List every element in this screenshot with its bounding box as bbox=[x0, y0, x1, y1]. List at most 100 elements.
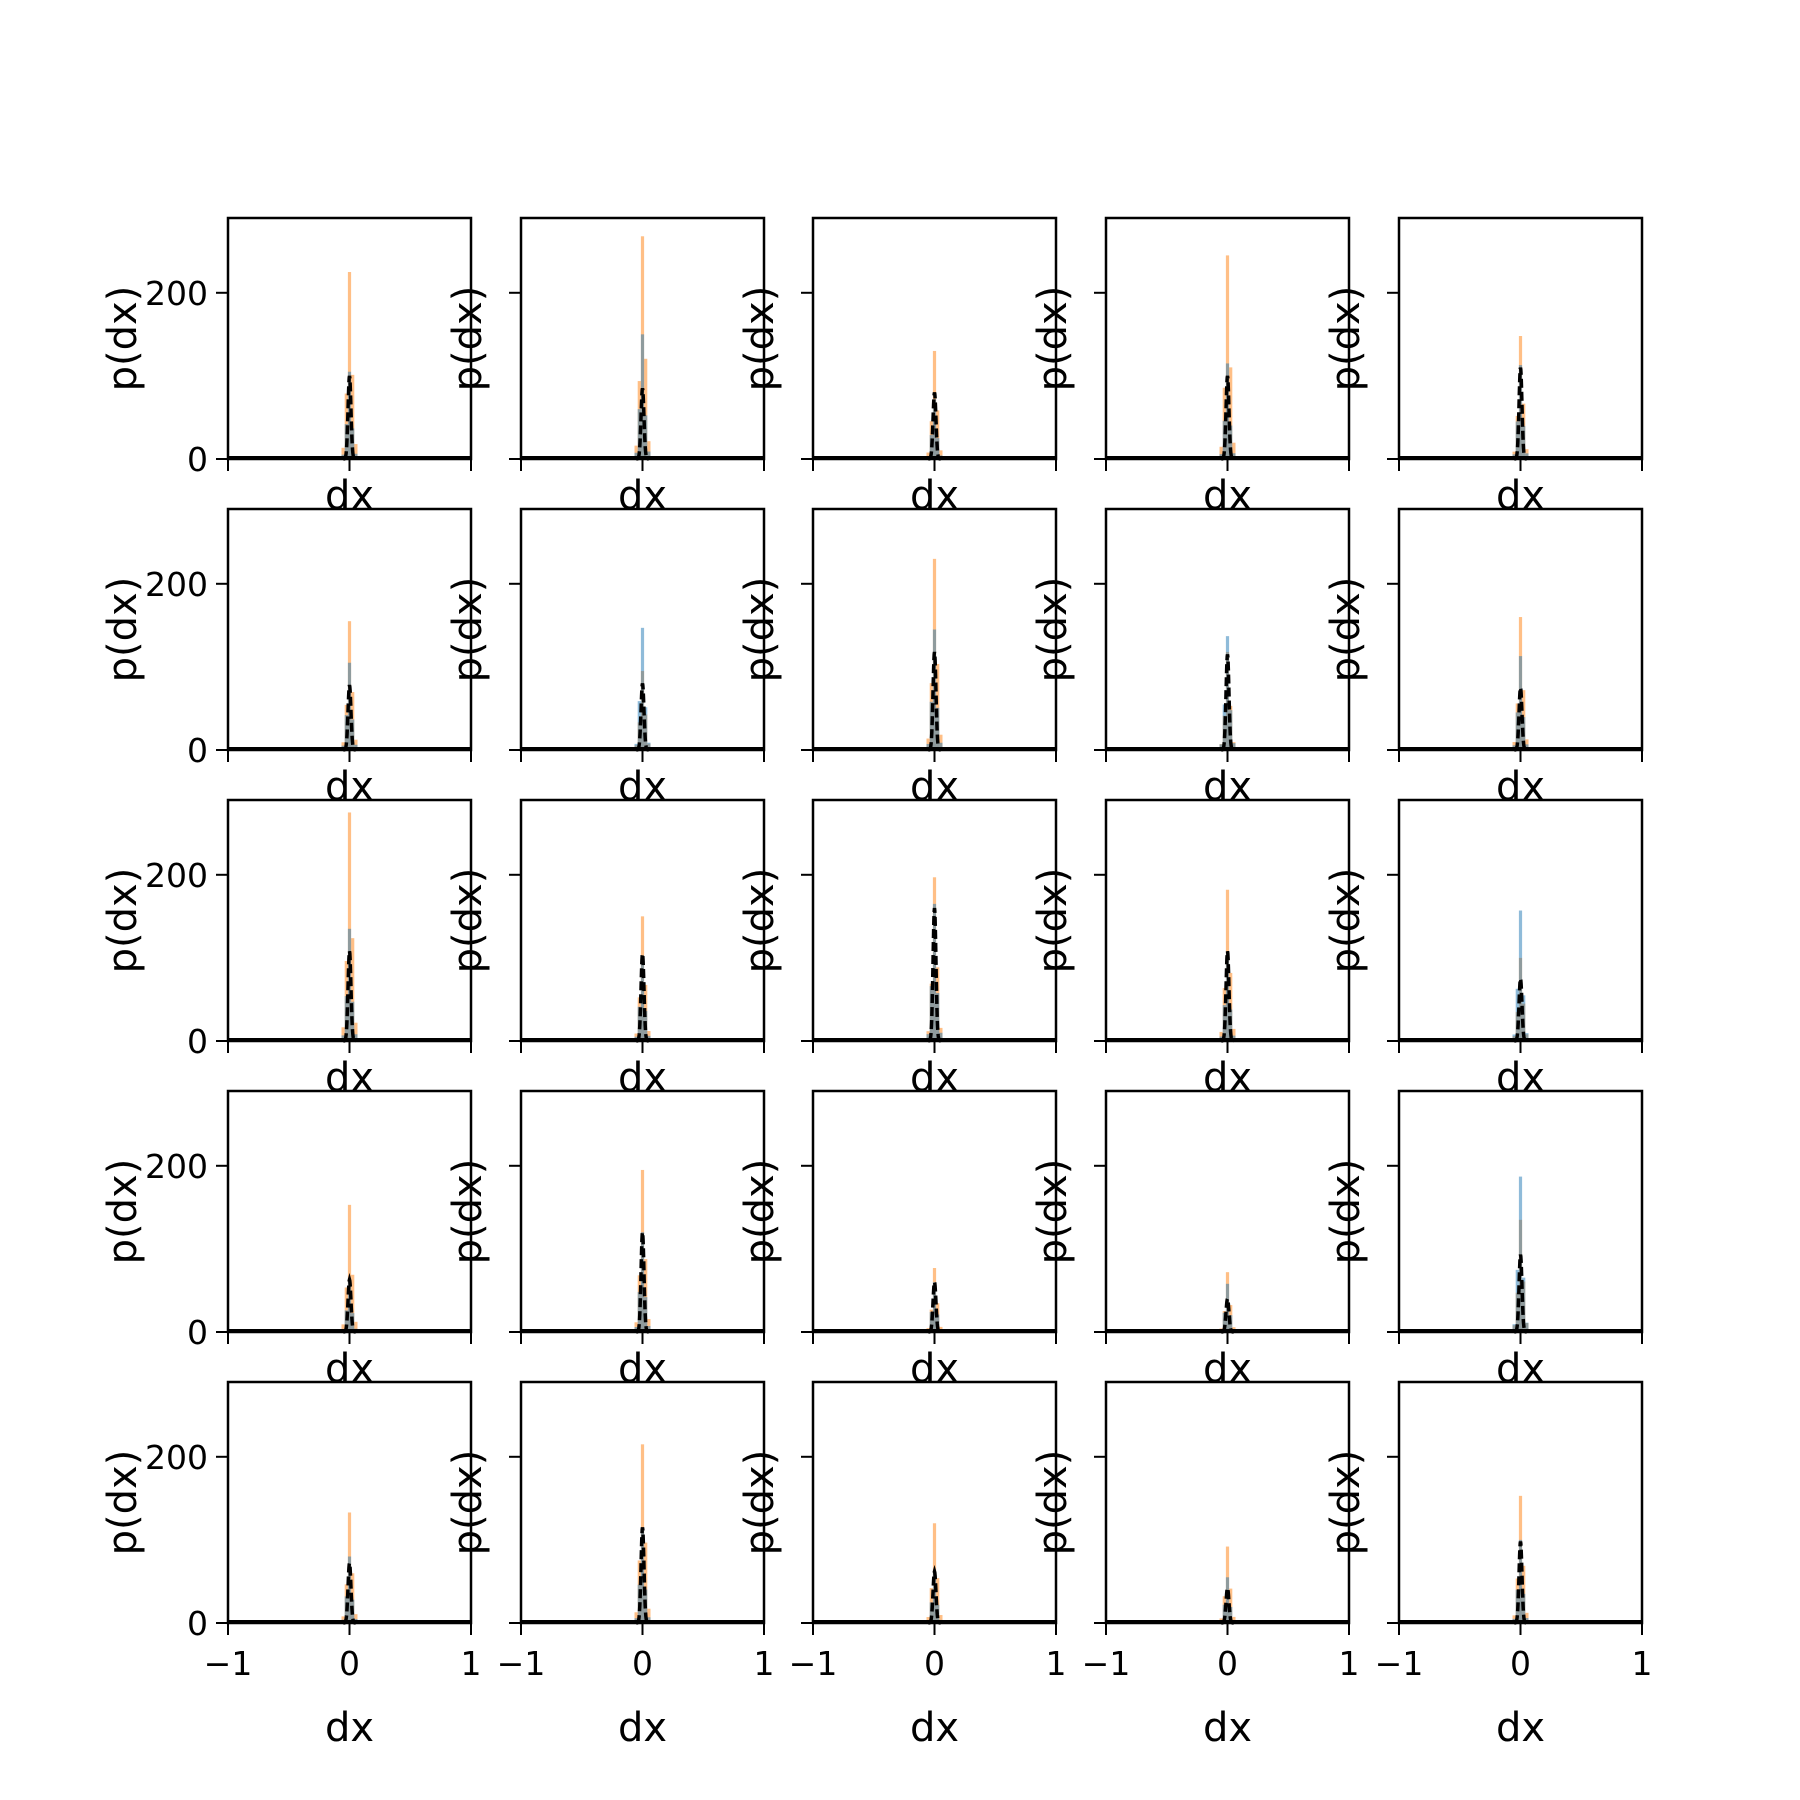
blue-bar bbox=[939, 1032, 943, 1041]
y-axis-label: p(dx) bbox=[100, 286, 146, 392]
panel-4-4: dx p(dx) bbox=[1030, 1089, 1351, 1392]
x-tick-label: 1 bbox=[1632, 1644, 1653, 1683]
orange-bar bbox=[354, 1321, 358, 1332]
y-axis-label: p(dx) bbox=[1323, 1159, 1369, 1265]
y-axis-label: p(dx) bbox=[737, 1450, 783, 1556]
orange-bar bbox=[644, 1542, 648, 1623]
panel-5-2: −1 0 1 dx p(dx) bbox=[445, 1380, 775, 1751]
x-axis-label: dx bbox=[910, 1055, 959, 1101]
x-axis-label: dx bbox=[1203, 1346, 1252, 1392]
blue-bar bbox=[936, 993, 940, 1041]
panel-3-5: dx p(dx) bbox=[1323, 798, 1644, 1101]
orange-bar bbox=[1225, 255, 1230, 459]
y-axis-label: p(dx) bbox=[445, 1159, 491, 1265]
orange-bar bbox=[341, 447, 345, 459]
y-axis-label: p(dx) bbox=[100, 1159, 146, 1265]
orange-bar bbox=[341, 1027, 345, 1041]
panel-3-1: 0 200 dx p(dx) bbox=[100, 798, 473, 1101]
y-tick-label: 0 bbox=[187, 1313, 208, 1352]
panel-2-5: dx p(dx) bbox=[1323, 507, 1644, 810]
blue-bar bbox=[1222, 704, 1226, 750]
panel-1-2: dx p(dx) bbox=[445, 216, 766, 519]
orange-bar bbox=[647, 1608, 651, 1623]
orange-bar bbox=[939, 1615, 943, 1623]
y-tick-label: 0 bbox=[187, 1022, 208, 1061]
x-axis-label: dx bbox=[910, 473, 959, 519]
y-axis-label: p(dx) bbox=[1323, 868, 1369, 974]
x-tick-label: 0 bbox=[1510, 1644, 1531, 1683]
x-tick-label: 0 bbox=[924, 1644, 945, 1683]
orange-bar bbox=[926, 452, 930, 459]
blue-bar bbox=[1229, 1009, 1233, 1041]
blue-bar bbox=[1522, 995, 1526, 1041]
y-tick-label: 200 bbox=[145, 274, 208, 313]
y-axis-label: p(dx) bbox=[1030, 577, 1076, 683]
panel-2-3: dx p(dx) bbox=[737, 507, 1058, 810]
y-tick-label: 0 bbox=[187, 1604, 208, 1643]
blue-bar bbox=[634, 743, 638, 750]
y-axis-label: p(dx) bbox=[445, 286, 491, 392]
blue-bar bbox=[351, 428, 355, 459]
orange-bar bbox=[1232, 1616, 1236, 1623]
x-tick-label: 1 bbox=[1046, 1644, 1067, 1683]
blue-bar bbox=[932, 399, 937, 459]
x-tick-label: −1 bbox=[497, 1644, 546, 1683]
y-axis-label: p(dx) bbox=[100, 1450, 146, 1556]
blue-bar bbox=[644, 707, 648, 750]
x-axis-label: dx bbox=[618, 1705, 667, 1751]
orange-bar bbox=[354, 444, 358, 459]
panel-4-3: dx p(dx) bbox=[737, 1089, 1058, 1392]
x-axis-label: dx bbox=[618, 1346, 667, 1392]
panel-1-1: 0 200 dx p(dx) bbox=[100, 216, 473, 519]
blue-bar bbox=[1225, 1577, 1230, 1623]
blue-bar bbox=[926, 743, 930, 750]
blue-bar bbox=[1512, 1034, 1516, 1041]
x-axis-label: dx bbox=[910, 1346, 959, 1392]
x-axis-label: dx bbox=[325, 473, 374, 519]
x-tick-label: 0 bbox=[632, 1644, 653, 1683]
x-axis-label: dx bbox=[325, 1705, 374, 1751]
orange-bar bbox=[347, 812, 352, 1041]
orange-bar bbox=[936, 663, 940, 750]
blue-bar bbox=[637, 701, 641, 750]
x-axis-label: dx bbox=[1496, 1055, 1545, 1101]
orange-bar bbox=[354, 1614, 358, 1623]
blue-bar bbox=[1525, 1033, 1529, 1041]
orange-bar bbox=[647, 441, 651, 459]
x-axis-label: dx bbox=[910, 764, 959, 810]
blue-bar bbox=[647, 742, 651, 750]
orange-bar bbox=[644, 358, 648, 459]
blue-bar bbox=[929, 1312, 933, 1332]
orange-bar bbox=[1219, 1031, 1223, 1041]
y-axis-label: p(dx) bbox=[1030, 286, 1076, 392]
x-axis-label: dx bbox=[325, 1346, 374, 1392]
panel-4-1: 0 200 dx p(dx) bbox=[100, 1089, 473, 1392]
y-axis-label: p(dx) bbox=[1030, 868, 1076, 974]
blue-bar bbox=[1522, 1277, 1526, 1332]
x-axis-label: dx bbox=[1496, 764, 1545, 810]
blue-bar bbox=[1229, 1607, 1233, 1623]
orange-bar bbox=[344, 1287, 348, 1332]
y-axis-label: p(dx) bbox=[1323, 286, 1369, 392]
y-axis-label: p(dx) bbox=[737, 868, 783, 974]
blue-bar bbox=[929, 1602, 933, 1623]
blue-bar bbox=[1232, 743, 1236, 750]
x-axis-label: dx bbox=[1203, 764, 1252, 810]
y-axis-label: p(dx) bbox=[1030, 1159, 1076, 1265]
x-axis-label: dx bbox=[1203, 1705, 1252, 1751]
orange-bar bbox=[647, 1319, 651, 1332]
orange-bar bbox=[1232, 442, 1236, 459]
blue-bar bbox=[1525, 1322, 1529, 1332]
panel-4-2: dx p(dx) bbox=[445, 1089, 766, 1392]
y-tick-label: 200 bbox=[145, 565, 208, 604]
x-axis-label: dx bbox=[618, 473, 667, 519]
y-axis-label: p(dx) bbox=[1030, 1450, 1076, 1556]
blue-bar bbox=[1512, 1324, 1516, 1332]
x-tick-label: −1 bbox=[789, 1644, 838, 1683]
blue-bar bbox=[351, 719, 355, 750]
x-tick-label: 1 bbox=[754, 1644, 775, 1683]
y-axis-label: p(dx) bbox=[737, 1159, 783, 1265]
